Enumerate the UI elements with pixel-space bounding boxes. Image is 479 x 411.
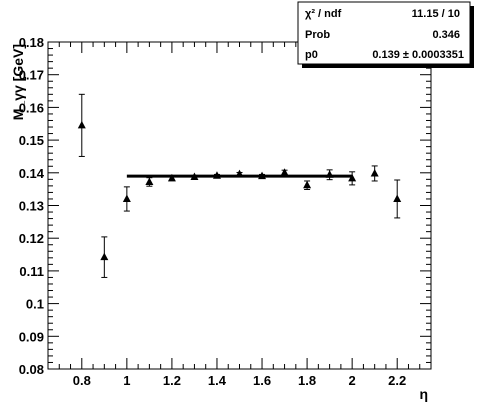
stats-box: χ² / ndf 11.15 / 10 Prob 0.346 p0 0.139 … xyxy=(297,1,474,68)
plot-frame xyxy=(47,41,432,370)
data-point xyxy=(167,173,176,182)
triangle-marker xyxy=(348,173,357,182)
triangle-marker xyxy=(100,252,109,261)
x-tick-label: 0.8 xyxy=(73,373,91,388)
stats-label-chi2: χ² / ndf xyxy=(305,8,342,20)
data-point xyxy=(303,180,312,190)
x-tick-label: 2 xyxy=(349,373,356,388)
triangle-marker xyxy=(325,170,334,178)
data-points xyxy=(77,93,402,278)
y-tick-label: 0.09 xyxy=(19,329,44,344)
x-tick-label: 1.4 xyxy=(208,373,227,388)
stats-box-panel xyxy=(297,1,471,65)
y-axis-ticks xyxy=(48,41,431,370)
data-point xyxy=(280,168,289,176)
x-tick-label: 1.2 xyxy=(163,373,181,388)
data-point xyxy=(235,169,244,178)
triangle-marker xyxy=(122,194,131,202)
stats-label-p0: p0 xyxy=(305,49,318,61)
x-tick-label: 1.6 xyxy=(253,373,271,388)
triangle-marker xyxy=(303,180,312,189)
x-axis-tick-labels: 0.8 1 1.2 1.4 1.6 1.8 2 2.2 xyxy=(73,373,406,388)
x-axis-title: η xyxy=(419,386,428,402)
y-axis-tick-labels: 0.08 0.09 0.1 0.11 0.12 0.13 0.14 0.15 0.16 0.17 0… xyxy=(19,35,45,377)
x-tick-label: 1 xyxy=(123,373,130,388)
triangle-marker xyxy=(167,173,176,182)
data-point xyxy=(122,186,131,212)
y-tick-label: 0.15 xyxy=(19,133,44,148)
x-tick-label: 2.2 xyxy=(388,373,406,388)
x-axis-ticks xyxy=(47,42,432,369)
y-tick-label: 0.18 xyxy=(19,35,44,50)
data-point xyxy=(100,236,109,278)
triangle-marker xyxy=(370,168,379,177)
x-tick-label: 1.8 xyxy=(298,373,316,388)
y-tick-label: 0.11 xyxy=(19,264,44,279)
y-tick-label: 0.14 xyxy=(19,166,45,181)
data-point xyxy=(190,172,199,181)
data-point xyxy=(348,171,357,186)
data-point xyxy=(145,177,154,187)
triangle-marker xyxy=(235,169,244,178)
y-tick-label: 0.08 xyxy=(19,362,44,377)
triangle-marker xyxy=(258,171,267,180)
stats-value-prob: 0.346 xyxy=(432,29,460,41)
data-point xyxy=(370,165,379,182)
data-point xyxy=(77,93,86,157)
triangle-marker xyxy=(280,168,289,176)
stats-value-p0: 0.139 ± 0.0003351 xyxy=(372,49,464,61)
stats-value-chi2: 11.15 / 10 xyxy=(412,8,460,20)
triangle-marker xyxy=(393,194,402,202)
y-tick-label: 0.17 xyxy=(19,68,44,83)
data-point xyxy=(393,179,402,219)
y-tick-label: 0.1 xyxy=(26,297,44,312)
y-tick-label: 0.16 xyxy=(19,100,44,115)
y-tick-label: 0.12 xyxy=(19,231,44,246)
triangle-marker xyxy=(190,172,199,181)
y-axis-title: M_γγ [GeV] xyxy=(10,44,26,120)
y-tick-label: 0.13 xyxy=(19,199,44,214)
data-point xyxy=(212,171,221,179)
triangle-marker xyxy=(77,120,86,129)
stats-label-prob: Prob xyxy=(305,29,330,41)
data-point xyxy=(258,171,267,180)
triangle-marker xyxy=(212,171,221,179)
data-point xyxy=(325,169,334,181)
triangle-marker xyxy=(145,177,154,185)
